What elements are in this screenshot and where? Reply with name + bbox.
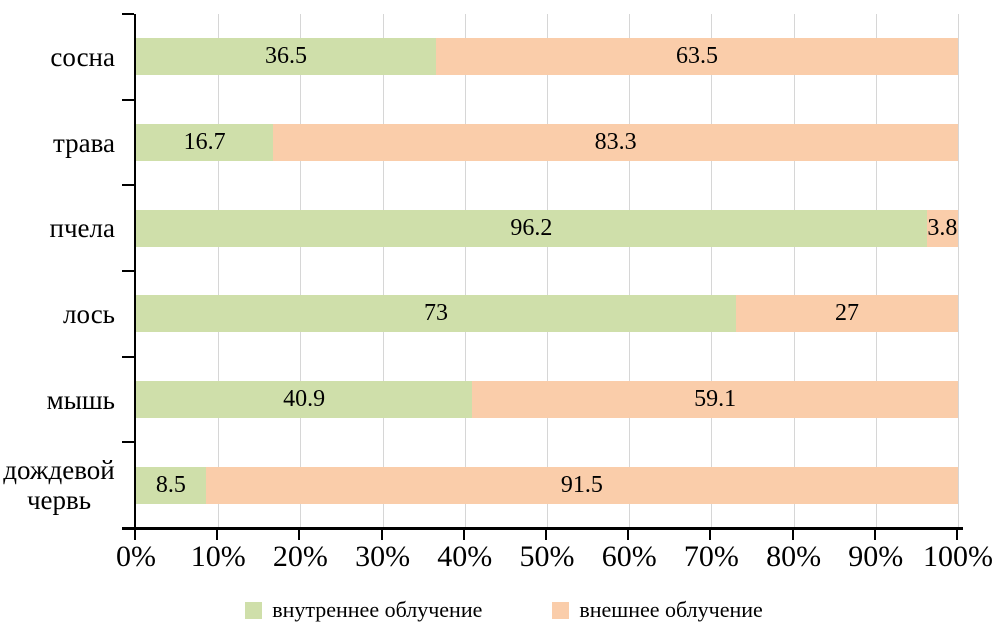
legend-item: внутреннее облучение [245, 597, 482, 623]
x-axis-tick [791, 527, 794, 540]
legend-label: внутреннее облучение [272, 597, 483, 622]
gridline [464, 14, 466, 528]
bar-value-label: 73 [424, 300, 449, 327]
x-axis-tick [216, 527, 219, 540]
x-axis-tick [873, 527, 876, 540]
bar-value-label: 91.5 [560, 471, 603, 498]
x-axis-tick-label: 40% [437, 540, 493, 573]
bar-value-label: 3.8 [927, 214, 958, 241]
category-labels: сосна трава пчела лось мышь дождевой червь [0, 14, 115, 528]
y-axis-tick [122, 184, 134, 187]
bar-row: 96.2 3.8 [136, 209, 958, 247]
category-label: трава [53, 127, 115, 158]
bar-value-label: 27 [835, 300, 860, 327]
bar-segment: 83.3 [273, 124, 958, 161]
x-axis-tick-label: 60% [601, 540, 657, 573]
y-axis-tick [122, 441, 134, 444]
bar-segment: 3.8 [926, 209, 958, 247]
bar-row: 73 27 [136, 295, 958, 333]
bar-value-label: 36.5 [265, 43, 307, 70]
x-axis-tick-label: 20% [272, 540, 328, 573]
category-label: сосна [50, 41, 115, 72]
legend-swatch [552, 601, 570, 619]
bar-value-label: 59.1 [694, 386, 737, 412]
y-axis-tick [122, 527, 134, 529]
bar-value-label: 40.9 [283, 386, 326, 412]
bar-segment: 40.9 [136, 381, 473, 418]
bar-row: 36.5 63.5 [136, 38, 958, 76]
y-axis-tick [122, 355, 134, 358]
x-axis-tick-label: 30% [355, 540, 411, 573]
x-axis-tick-label: 0% [116, 540, 156, 573]
bar-segment: 27 [736, 295, 958, 333]
category-label: лось [63, 298, 115, 329]
bar-value-label: 16.7 [183, 129, 226, 155]
bar-row: 8.5 91.5 [136, 466, 958, 504]
gridline [300, 14, 302, 528]
plot-area: 36.5 63.5 16.7 83.3 96.2 3.8 73 27 40.9 59.1 8.5 91… [136, 14, 959, 528]
x-axis-tick-label: 10% [190, 540, 246, 573]
bar-value-label: 8.5 [155, 471, 186, 498]
bar-segment: 73 [136, 295, 737, 333]
x-axis-tick-label: 50% [519, 540, 575, 573]
gridline [629, 14, 631, 528]
bar-value-label: 83.3 [594, 129, 637, 155]
bar-segment: 91.5 [205, 466, 958, 504]
bar-segment: 63.5 [436, 38, 958, 76]
y-axis-tick [122, 98, 134, 101]
gridline [875, 14, 877, 528]
x-axis-tick-label: 90% [848, 540, 904, 573]
x-axis-tick [134, 527, 136, 540]
bar-value-label: 63.5 [676, 43, 718, 70]
x-axis-tick [380, 527, 383, 540]
x-axis-tick-label: 80% [766, 540, 822, 573]
bar-segment: 96.2 [136, 209, 927, 247]
legend-swatch [245, 601, 263, 619]
bar-row: 16.7 83.3 [136, 124, 958, 161]
category-label: пчела [49, 213, 115, 244]
legend-label: внешнее облучение [579, 597, 763, 622]
bar-segment: 8.5 [136, 466, 206, 504]
x-axis-tick [627, 527, 630, 540]
x-axis-tick-label: 100% [923, 540, 993, 573]
legend: внутреннее облучение внешнее облучение [0, 597, 1008, 623]
y-axis-tick [122, 270, 134, 272]
x-axis [122, 527, 963, 530]
gridline [793, 14, 795, 528]
bar-row: 40.9 59.1 [136, 381, 958, 418]
gridline [958, 14, 959, 528]
bar-segment: 36.5 [136, 38, 437, 76]
gridline [382, 14, 384, 528]
y-axis-tick [122, 13, 134, 15]
legend-item: внешнее облучение [552, 597, 763, 623]
bar-value-label: 96.2 [510, 214, 553, 241]
x-axis-tick [545, 527, 547, 540]
bar-segment: 16.7 [136, 124, 274, 161]
x-axis-tick [462, 527, 465, 540]
x-axis-tick [956, 527, 958, 540]
y-axis [134, 14, 136, 528]
gridline [547, 14, 548, 528]
gridline [711, 14, 713, 528]
bar-segment: 59.1 [472, 381, 958, 418]
x-axis-tick-label: 70% [683, 540, 739, 573]
x-axis-tick [298, 527, 301, 540]
x-axis-tick [709, 527, 712, 540]
category-label: дождевой червь [3, 454, 115, 516]
gridline [218, 14, 220, 528]
category-label: мышь [46, 384, 115, 415]
